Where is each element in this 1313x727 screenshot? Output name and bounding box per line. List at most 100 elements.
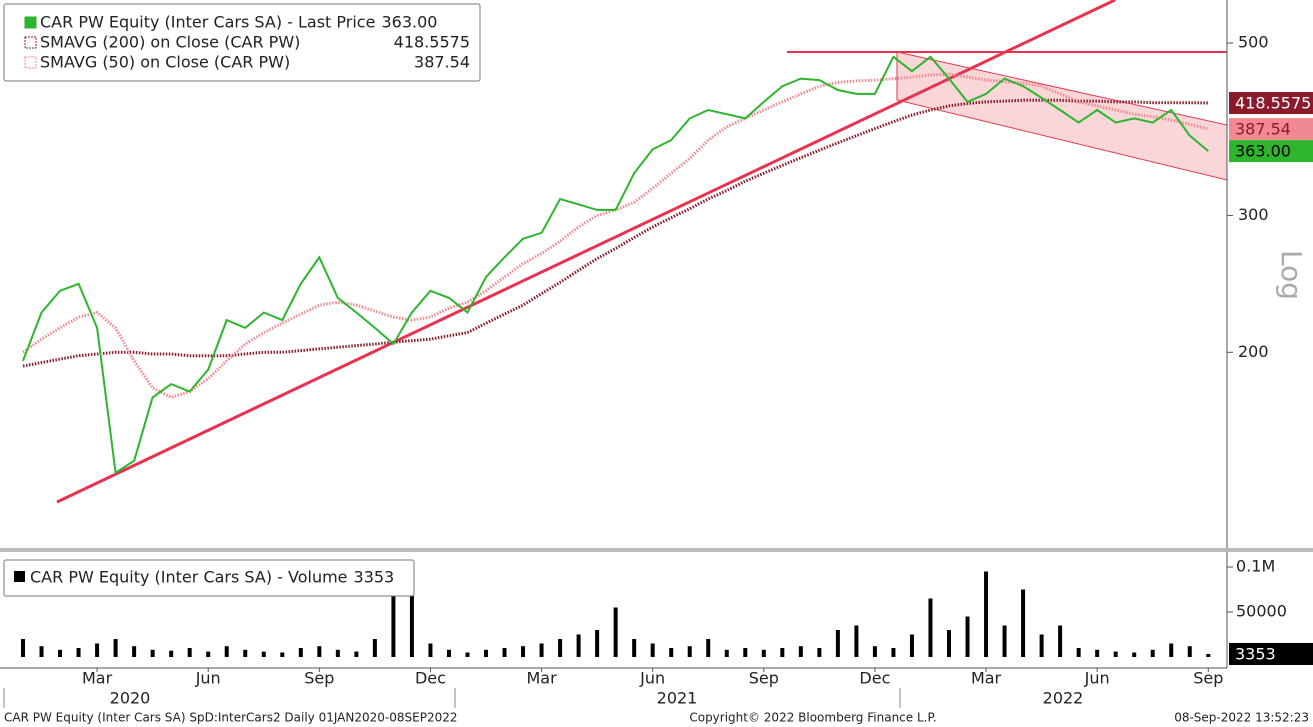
- volume-bar: [965, 616, 970, 657]
- volume-bar: [1058, 625, 1063, 657]
- last-value-tag: [1229, 642, 1313, 665]
- volume-bar: [298, 648, 303, 657]
- last-value-tag: [1229, 118, 1313, 141]
- x-tick-label: Mar: [526, 669, 557, 688]
- volume-bar: [132, 646, 137, 657]
- volume-bar: [1169, 643, 1174, 657]
- last-value-label: 3353: [1235, 644, 1276, 663]
- y-tick-label: 50000: [1236, 602, 1287, 621]
- volume-bar: [521, 646, 526, 657]
- volume-bar: [1132, 652, 1137, 657]
- volume-bar: [1002, 625, 1007, 657]
- volume-bar: [817, 648, 822, 657]
- volume-bar: [669, 648, 674, 657]
- volume-bar: [95, 643, 100, 657]
- volume-bar: [928, 598, 933, 657]
- volume-bar: [169, 650, 174, 657]
- volume-bar: [446, 649, 451, 657]
- last-value-tag: [1229, 140, 1313, 163]
- volume-bar: [798, 646, 803, 657]
- plot-area: [21, 55, 1211, 657]
- volume-bar: [1113, 651, 1118, 657]
- legend-value: 3353: [354, 568, 395, 587]
- x-tick-label: Jun: [1084, 669, 1110, 688]
- last-value-label: 418.5575: [1235, 94, 1311, 113]
- year-label: 2021: [657, 689, 698, 708]
- legend-value: 363.00: [381, 13, 437, 32]
- panel-divider: [0, 548, 1313, 552]
- x-tick-label: Sep: [1193, 669, 1223, 688]
- year-label: 2020: [110, 689, 151, 708]
- y-tick-label: 0.1M: [1236, 557, 1275, 576]
- volume-bar: [854, 625, 859, 657]
- volume-bar: [872, 646, 877, 657]
- legend-swatch: [24, 16, 37, 29]
- volume-bar: [465, 652, 470, 657]
- legend-swatch: [24, 36, 37, 49]
- volume-bar: [335, 649, 340, 657]
- volume-bar: [761, 649, 766, 657]
- y-tick-label: 200: [1238, 342, 1269, 361]
- volume-bar: [595, 630, 600, 657]
- x-tick-label: Mar: [82, 669, 113, 688]
- trend-line: [56, 0, 1116, 504]
- volume-bar: [354, 651, 359, 657]
- legend-label: CAR PW Equity (Inter Cars SA) - Volume: [30, 568, 348, 587]
- volume-bar: [984, 571, 989, 657]
- footer-right: 08-Sep-2022 13:52:23: [1174, 711, 1309, 725]
- volume-bar: [539, 643, 544, 657]
- volume-bar: [1150, 649, 1155, 657]
- series-line: [22, 98, 1209, 368]
- x-tick-label: Jun: [195, 669, 221, 688]
- volume-bar: [206, 651, 211, 657]
- last-value-tag: [1229, 92, 1313, 115]
- volume-bar: [372, 639, 377, 657]
- volume-bar: [650, 643, 655, 657]
- x-tick-label: Mar: [971, 669, 1002, 688]
- volume-bar: [613, 607, 618, 657]
- volume-bar: [280, 652, 285, 657]
- footer-center: Copyright© 2022 Bloomberg Finance L.P.: [689, 711, 936, 725]
- x-tick-label: Jun: [639, 669, 665, 688]
- volume-bar: [632, 639, 637, 657]
- legend-swatch: [14, 571, 25, 582]
- x-tick-label: Dec: [859, 669, 890, 688]
- volume-bar: [317, 646, 322, 657]
- volume-bar: [780, 648, 785, 657]
- volume-legend: [3, 559, 415, 597]
- volume-bar: [76, 648, 81, 657]
- volume-bar: [1187, 646, 1192, 657]
- volume-bar: [261, 651, 266, 657]
- x-tick-label: Sep: [749, 669, 779, 688]
- volume-bar: [39, 646, 44, 657]
- year-label: 2022: [1043, 689, 1084, 708]
- legend-label: SMAVG (200) on Close (CAR PW): [40, 33, 300, 52]
- volume-bar: [224, 646, 229, 657]
- legend-value: 418.5575: [394, 33, 470, 52]
- volume-bar: [1095, 649, 1100, 657]
- volume-bar: [484, 649, 488, 657]
- volume-bar: [187, 648, 192, 657]
- volume-bar: [687, 646, 692, 657]
- legend: [3, 3, 481, 82]
- volume-bar: [150, 649, 155, 657]
- legend-swatch: [24, 56, 37, 69]
- log-label: Log: [1275, 250, 1308, 300]
- volume-bar: [743, 648, 748, 657]
- volume-bar: [409, 580, 414, 657]
- volume-bar: [243, 649, 248, 657]
- volume-bar: [21, 639, 25, 657]
- x-tick-label: Sep: [304, 669, 334, 688]
- volume-bar: [391, 580, 396, 657]
- volume-bar: [706, 639, 711, 657]
- volume-bar: [947, 630, 951, 657]
- volume-bar: [1206, 653, 1211, 657]
- y-tick-label: 500: [1238, 33, 1269, 52]
- legend-label: CAR PW Equity (Inter Cars SA) - Last Pri…: [40, 13, 375, 32]
- last-value-label: 363.00: [1235, 142, 1291, 161]
- volume-bar: [113, 639, 118, 657]
- volume-bar: [58, 649, 63, 657]
- legend-value: 387.54: [414, 53, 470, 72]
- volume-bar: [428, 643, 433, 657]
